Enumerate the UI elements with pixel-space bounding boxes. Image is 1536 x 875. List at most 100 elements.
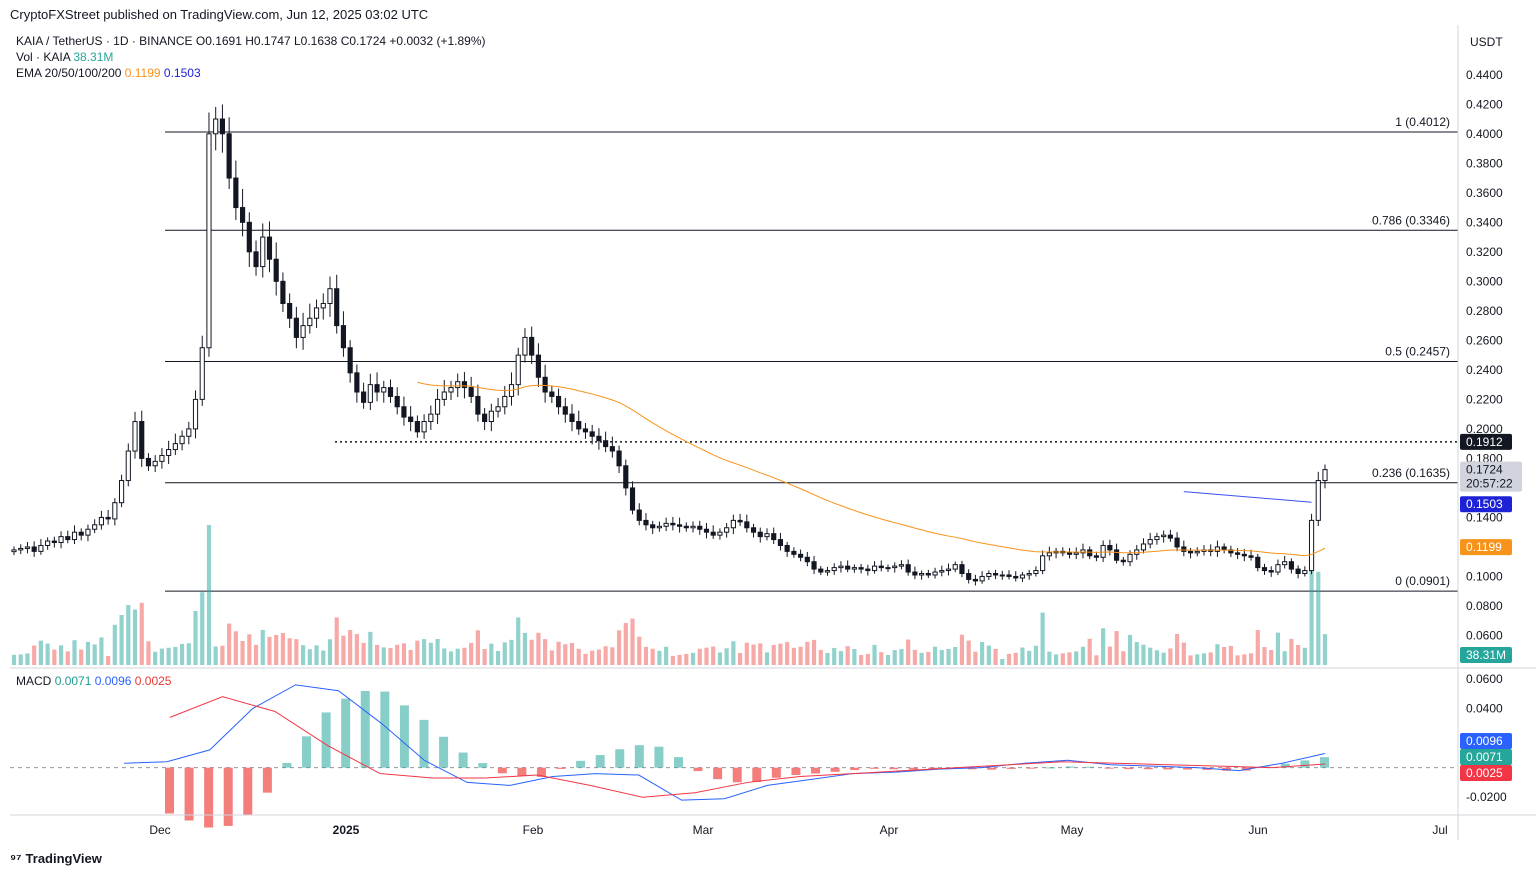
y-tick-7: 0.3000 <box>1466 274 1503 288</box>
candle-body-111 <box>757 531 763 538</box>
volume-bar-129 <box>879 652 884 665</box>
ema-label[interactable]: EMA 20/50/100/200 <box>16 66 122 80</box>
candle-body-86 <box>589 431 595 437</box>
macd-label[interactable]: MACD <box>16 674 52 688</box>
candle-body-41 <box>287 302 293 319</box>
volume-bar-153 <box>1040 612 1045 665</box>
candle-body-39 <box>273 258 279 282</box>
macd-hist-bar-58 <box>1300 760 1310 768</box>
candle-body-193 <box>1308 519 1315 572</box>
candle-body-48 <box>334 288 340 327</box>
y-tick-3: 0.3800 <box>1466 156 1503 170</box>
macd-hist-bar-20 <box>556 767 566 769</box>
fib-levels: 1 (0.4012) 0.786 (0.3346) 0.5 (0.2457) 0.23… <box>165 115 1458 592</box>
volume-bar-112 <box>764 652 770 665</box>
candle-body-51 <box>354 372 360 393</box>
volume-bar-125 <box>852 649 857 665</box>
candle-body-91 <box>623 465 629 489</box>
volume-bar-43 <box>301 645 306 665</box>
candle-body-10 <box>78 531 84 536</box>
label-ema-blue: 0.1503 <box>1466 497 1503 511</box>
macd-hist-bar-2 <box>204 767 214 828</box>
macd-hist-bar-3 <box>223 767 233 826</box>
candle-body-109 <box>744 521 750 529</box>
macd-hist-bar-8 <box>321 712 331 768</box>
currency-label[interactable]: USDT <box>1470 35 1503 49</box>
volume-bar-84 <box>576 648 581 665</box>
volume-label[interactable]: Vol · KAIA <box>16 50 71 64</box>
volume-bar-29 <box>206 525 212 665</box>
y-tick-8: 0.2800 <box>1466 304 1503 318</box>
candle-body-195 <box>1322 469 1328 482</box>
candle-body-47 <box>327 288 333 304</box>
macd-hist-bar-9 <box>341 698 351 768</box>
volume-bar-166 <box>1127 634 1133 665</box>
volume-bar-98 <box>670 655 675 665</box>
signal-line <box>169 696 1326 798</box>
volume-bar-30 <box>213 646 218 665</box>
volume-bar-78 <box>536 632 541 665</box>
macd-hist-bar-6 <box>282 762 292 768</box>
volume-bar-156 <box>1060 653 1065 665</box>
volume-bar-60 <box>415 640 420 665</box>
candle-body-186 <box>1261 567 1268 572</box>
candle-body-150 <box>1019 574 1026 579</box>
candle-body-99 <box>677 524 683 527</box>
volume-bar-150 <box>1020 647 1025 665</box>
macd-hist-bar-43 <box>1006 767 1016 769</box>
candle-body-85 <box>582 428 589 433</box>
macd-hist-bar-38 <box>908 767 918 770</box>
volume-bar-174 <box>1181 642 1186 665</box>
candle-body-116 <box>791 550 797 555</box>
candle-body-188 <box>1275 564 1281 573</box>
y-tick-0: 0.4400 <box>1466 68 1503 82</box>
volume-bar-4 <box>38 640 43 665</box>
macd-hist-bar-28 <box>713 767 723 780</box>
volume-bar-88 <box>603 646 608 665</box>
candle-body-87 <box>596 435 602 442</box>
candle-body-171 <box>1161 534 1167 538</box>
candle-body-135 <box>919 573 925 576</box>
candle-body-13 <box>98 516 104 526</box>
volume-bar-130 <box>885 655 891 665</box>
volume-bar-132 <box>899 649 904 665</box>
candle-body-190 <box>1288 561 1294 570</box>
volume-bar-46 <box>321 650 326 665</box>
candle-body-152 <box>1033 570 1039 575</box>
volume-bar-179 <box>1215 644 1220 665</box>
volume-bar-91 <box>623 623 628 665</box>
macd-hist-bar-54 <box>1222 767 1232 771</box>
macd-hist-bar-32 <box>791 767 801 776</box>
candle-body-80 <box>549 391 555 397</box>
volume-bar-48 <box>334 617 339 665</box>
brand-name: TradingView <box>25 851 102 866</box>
close-value: C0.1724 <box>340 34 387 48</box>
candle-body-145 <box>986 573 992 577</box>
volume-bar-57 <box>395 644 400 665</box>
volume-bar-103 <box>704 647 709 665</box>
volume-bar-194 <box>1316 571 1321 665</box>
candle-body-151 <box>1026 573 1032 576</box>
macd-hist-bar-42 <box>987 767 997 770</box>
tradingview-brand[interactable]: ⁹⁷ TradingView <box>10 851 102 866</box>
macd-hist-bar-46 <box>1065 766 1075 768</box>
volume-bar-139 <box>946 648 951 665</box>
symbol-label[interactable]: KAIA / TetherUS · 1D · BINANCE <box>16 34 193 48</box>
volume-bar-3 <box>32 645 37 665</box>
volume-bar-138 <box>939 649 944 665</box>
candle-body-62 <box>428 413 434 423</box>
candle-body-143 <box>972 578 978 582</box>
candle-body-81 <box>555 395 562 408</box>
candle-body-18 <box>132 421 138 452</box>
candle-body-158 <box>1073 552 1079 555</box>
candle-body-160 <box>1087 549 1093 557</box>
macd-hist-bar-29 <box>732 767 742 783</box>
candle-body-128 <box>871 565 878 572</box>
macd-hist-bar-11 <box>380 691 390 768</box>
x-tick-4: Apr <box>880 823 899 837</box>
candle-body-122 <box>831 567 837 572</box>
volume-bar-165 <box>1121 651 1126 665</box>
change-value: +0.0032 (+1.89%) <box>389 34 486 48</box>
